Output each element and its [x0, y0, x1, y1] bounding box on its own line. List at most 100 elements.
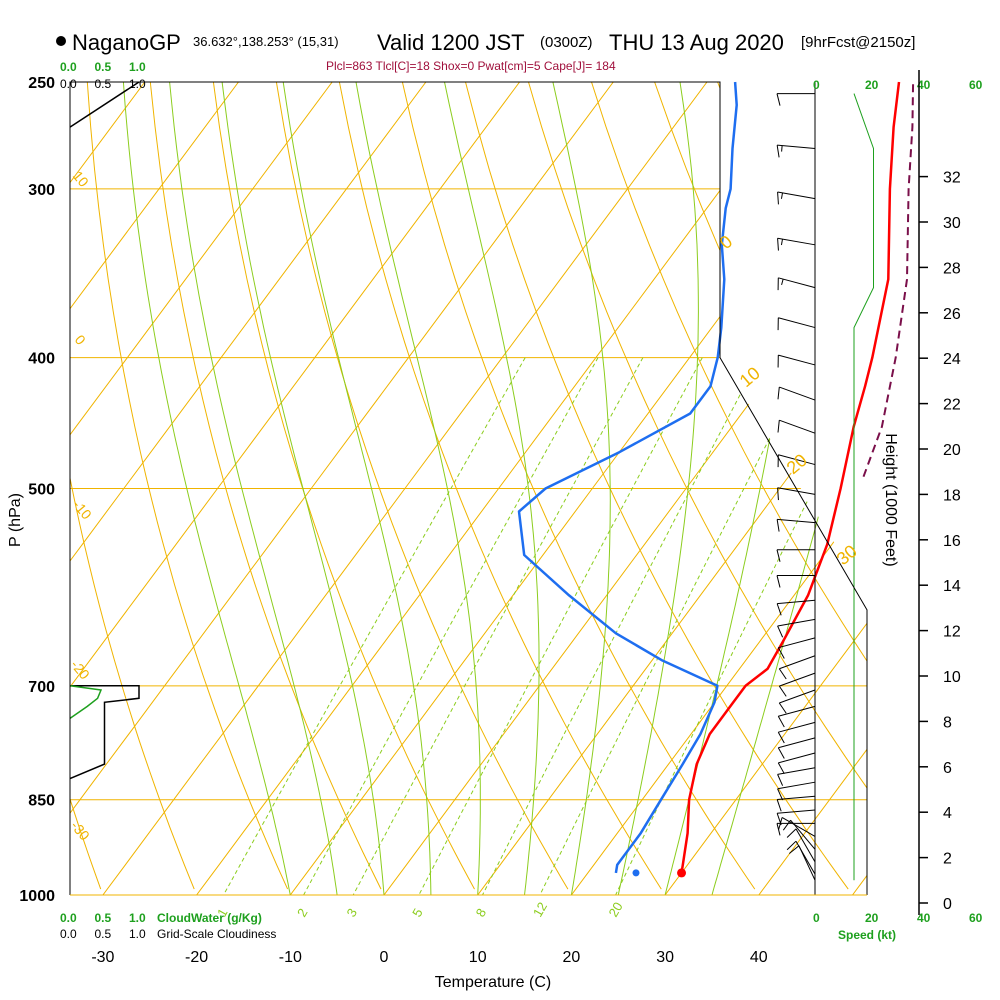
- plot-border: [69, 81, 868, 895]
- dry-adiabat-line: [591, 82, 867, 890]
- speed-top-tick: 0: [813, 78, 820, 92]
- cloudiness-top-tick: 0.5: [95, 77, 112, 91]
- wind-barb: [778, 655, 816, 680]
- cloudwater-bottom-tick: 0.0: [60, 911, 77, 925]
- wind-barb: [786, 828, 816, 863]
- dry-adiabat-line: [212, 82, 475, 890]
- isotherm-line: [289, 82, 867, 895]
- speed-bottom-tick: 20: [865, 911, 879, 925]
- parcel-params: Plcl=863 Tlcl[C]=18 Shox=0 Pwat[cm]=5 Ca…: [326, 59, 616, 73]
- x-tick-label: -10: [279, 949, 302, 966]
- dry-adiabat-line: [338, 82, 662, 890]
- x-tick-label: 40: [750, 949, 768, 966]
- cloudiness-bottom-tick: 0.0: [60, 927, 77, 941]
- moist-adiabat-line: [169, 82, 338, 895]
- speed-bottom-tick: 60: [969, 911, 983, 925]
- moist-adiabat-line: [617, 82, 699, 895]
- wind-speed-label: Speed (kt): [838, 928, 896, 942]
- isotherm-line: [70, 82, 521, 895]
- side-panels-layer: 0.00.00.00.00.50.50.50.51.01.01.01.00020…: [60, 60, 983, 941]
- dewpoint-profile: [517, 81, 738, 874]
- pressure-tick-label: 250: [28, 75, 55, 92]
- isotherm-line: [70, 82, 333, 895]
- isotherm-line: [102, 82, 708, 895]
- height-tick-label: 28: [943, 260, 961, 277]
- wind-barb: [777, 237, 816, 251]
- height-tick-label: 0: [943, 896, 952, 913]
- speed-top-tick: 40: [917, 78, 931, 92]
- speed-top-tick: 20: [865, 78, 879, 92]
- mixing-ratio-line: [615, 357, 867, 895]
- grid-layer: [0, 82, 867, 895]
- cloudiness-top-tick: 1.0: [129, 77, 146, 91]
- dry-adiabat-label: 30: [833, 541, 861, 569]
- moist-adiabat-line: [552, 82, 611, 895]
- wind-barb: [777, 618, 816, 638]
- wind-barb: [782, 819, 816, 850]
- mixing-ratio-line: [223, 357, 526, 895]
- station-name: NaganoGP: [72, 30, 181, 55]
- mixing-ratio-line: [482, 357, 761, 895]
- dry-adiabat-line: [149, 82, 382, 890]
- mixing-ratio-line: [418, 357, 703, 895]
- cloudiness-profile: [69, 685, 140, 780]
- moist-adiabat-line: [282, 82, 432, 895]
- height-tick-label: 32: [943, 170, 961, 187]
- moist-adiabat-line: [122, 82, 291, 895]
- cloudwater-top-tick: 0.0: [60, 60, 77, 74]
- station-bullet-icon: [56, 36, 66, 46]
- mixing-ratio-label: 20: [605, 899, 625, 919]
- forecast-info: [9hrFcst@2150z]: [801, 34, 915, 51]
- wind-barb: [777, 191, 816, 205]
- wind-barb: [776, 599, 816, 616]
- mixing-ratio-label: 3: [344, 906, 361, 920]
- dry-adiabat-line: [86, 82, 289, 890]
- isotherm-label: -10: [70, 497, 95, 523]
- mixing-ratio-label: 8: [473, 906, 490, 920]
- wind-barb: [777, 721, 816, 744]
- moist-adiabat-line: [355, 82, 481, 895]
- y-axis-title: P (hPa): [7, 493, 24, 547]
- wind-speed-profile: [853, 93, 874, 881]
- isotherm-line: [664, 82, 867, 895]
- cloudiness-bottom-tick: 0.5: [95, 927, 112, 941]
- wind-barb: [777, 317, 816, 331]
- x-tick-label: 20: [563, 949, 581, 966]
- cloudwater-profile: [69, 685, 103, 720]
- isotherm-line: [477, 82, 867, 895]
- wind-barb: [776, 518, 816, 532]
- mixing-ratio-label: 12: [530, 899, 550, 919]
- wind-barb: [777, 767, 816, 786]
- temperature-profile: [680, 81, 901, 874]
- wind-barb: [777, 487, 816, 501]
- height-tick-label: 18: [943, 487, 961, 504]
- isotherm-label: -30: [68, 818, 93, 844]
- pressure-tick-label: 700: [28, 679, 55, 696]
- wind-barb: [778, 672, 816, 697]
- x-tick-label: 10: [469, 949, 487, 966]
- wind-barb: [777, 637, 816, 659]
- wind-barb: [776, 822, 815, 836]
- x-tick-label: 0: [380, 949, 389, 966]
- height-tick-label: 30: [943, 215, 961, 232]
- wind-barb: [777, 705, 816, 728]
- station-coords: 36.632°,138.253° (15,31): [193, 34, 339, 49]
- dry-adiabat-line: [0, 82, 7, 889]
- upper-cloudiness-profile: [69, 81, 140, 128]
- surface-dewpoint-marker: [632, 869, 640, 877]
- x-axis-title: Temperature (C): [435, 974, 551, 991]
- mixing-ratio-line: [303, 357, 599, 895]
- wind-barb: [778, 817, 816, 837]
- pressure-tick-label: 1000: [19, 888, 55, 905]
- mixing-ratio-label: 2: [294, 906, 311, 920]
- height-tick-label: 16: [943, 533, 961, 550]
- dry-adiabat-line: [275, 82, 569, 890]
- speed-bottom-tick: 0: [813, 911, 820, 925]
- mixing-ratio-line: [352, 357, 644, 895]
- wind-barb: [789, 845, 816, 881]
- dry-adiabat-label: 20: [783, 450, 811, 478]
- wind-barb: [777, 752, 816, 774]
- cloudwater-top-tick: 1.0: [129, 60, 146, 74]
